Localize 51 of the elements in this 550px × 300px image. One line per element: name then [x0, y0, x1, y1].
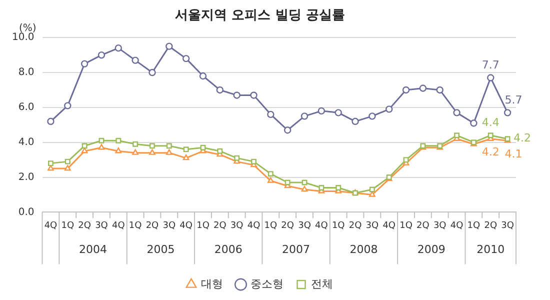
- x-tick-label: 4Q: [44, 220, 58, 231]
- x-tick-label: 3Q: [230, 220, 244, 231]
- x-tick-label: 4Q: [180, 220, 192, 231]
- x-tick-label: 2Q: [484, 220, 498, 231]
- y-tick-label: 4.0: [18, 136, 34, 148]
- text: 2004: [79, 243, 108, 256]
- legend-label: 대형: [200, 277, 223, 290]
- text: 2006: [214, 243, 242, 256]
- x-tick-label: 4Q: [382, 220, 396, 231]
- text: 2007: [282, 243, 310, 256]
- y-tick-label: 6.0: [18, 102, 34, 114]
- data-label: 4.4: [482, 116, 500, 130]
- data-label: 5.7: [504, 94, 522, 107]
- x-tick-label: 1Q: [196, 220, 210, 231]
- x-tick-label: 3Q: [433, 220, 446, 231]
- text: 2005: [146, 243, 175, 256]
- x-tick-label: 3Q: [298, 220, 311, 231]
- x-tick-label: 2Q: [348, 220, 362, 231]
- x-tick-label: 1Q: [400, 220, 412, 231]
- x-tick-label: 3Q: [366, 220, 379, 231]
- x-tick-label: 3Q: [95, 220, 108, 231]
- x-tick-label: 1Q: [332, 220, 345, 231]
- legend-label: 중소형: [250, 277, 284, 290]
- x-tick-label: 2Q: [78, 220, 91, 231]
- data-label: 4.2: [482, 146, 500, 159]
- x-tick-label: 2Q: [416, 220, 430, 231]
- x-tick-label: 1Q: [467, 220, 480, 231]
- x-tick-label: 3Q: [162, 220, 176, 231]
- x-tick-label: 3Q: [501, 220, 514, 231]
- legend-label: 전체: [310, 277, 333, 290]
- x-tick-label: 1Q: [264, 220, 278, 231]
- y-tick-label: 10.0: [12, 32, 34, 44]
- x-tick-label: 4Q: [450, 220, 464, 231]
- data-label: 7.7: [482, 58, 500, 72]
- chart-title: 서울지역 오피스 빌딩 공실률: [175, 8, 345, 24]
- x-tick-label: 1Q: [61, 220, 74, 231]
- x-tick-label: 4Q: [247, 220, 260, 231]
- x-tick-label: 4Q: [112, 220, 125, 231]
- x-tick-label: 2Q: [146, 220, 159, 231]
- x-tick-label: 2Q: [281, 220, 294, 231]
- y-tick-label: 0.0: [18, 206, 34, 218]
- text: 2008: [350, 243, 378, 256]
- x-tick-label: 1Q: [128, 220, 142, 231]
- text: 2010: [476, 243, 505, 256]
- y-tick-label: 2.0: [18, 172, 34, 183]
- data-label: 4.2: [514, 132, 532, 145]
- data-label: 4.1: [504, 147, 522, 160]
- y-tick-label: 8.0: [18, 67, 34, 78]
- x-tick-label: 4Q: [315, 220, 328, 231]
- x-tick-label: 2Q: [214, 220, 226, 231]
- text: 2009: [417, 243, 446, 256]
